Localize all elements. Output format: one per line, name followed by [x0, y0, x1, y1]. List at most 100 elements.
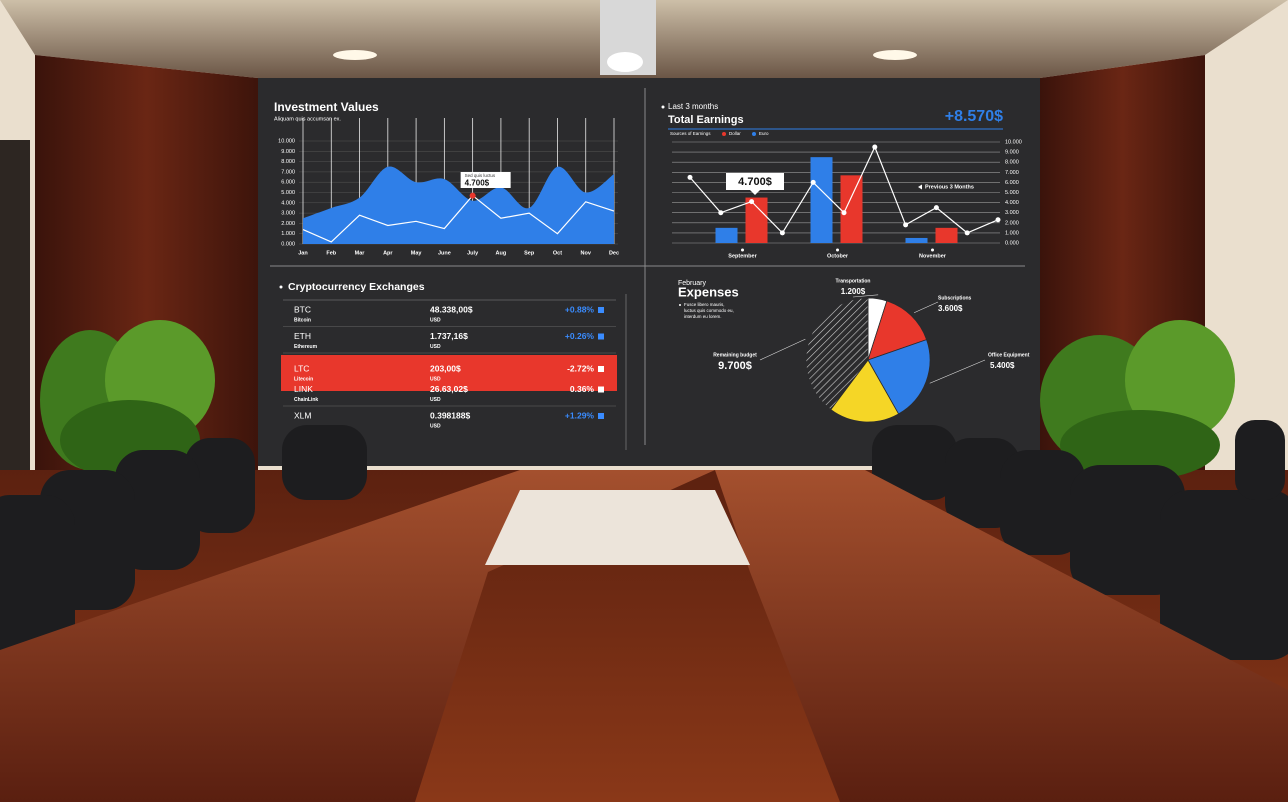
- chair: [1000, 450, 1085, 555]
- annotation: Sed quis luctus: [465, 173, 496, 178]
- y-tick-label: 4.000: [1005, 200, 1019, 206]
- leaves: [1125, 320, 1235, 440]
- y-tick-label: 9.000: [281, 149, 295, 155]
- ceiling-light: [333, 50, 377, 60]
- x-tick-dot: [931, 248, 934, 252]
- bar: [840, 175, 863, 243]
- line-point: [718, 210, 724, 216]
- x-tick-label: Oct: [553, 250, 562, 256]
- x-tick-label: June: [438, 250, 451, 256]
- bullet: [661, 105, 665, 109]
- dashboard: Investment Values Aliquam quis accumsan e…: [270, 88, 1030, 450]
- chair: [115, 450, 200, 570]
- chair: [872, 425, 957, 500]
- title: Investment Values: [274, 100, 379, 114]
- bullet: [679, 304, 681, 306]
- legend-swatch: [752, 132, 756, 136]
- change: -2.72%: [567, 363, 594, 373]
- leader-line: [852, 294, 879, 298]
- description: luctus quis commodo eu,: [684, 308, 734, 313]
- x-tick-label: Dec: [609, 250, 619, 256]
- legend-swatch: [722, 132, 726, 136]
- leader-line: [759, 338, 806, 361]
- price: 203,00$: [430, 363, 461, 373]
- title: Expenses: [678, 284, 739, 299]
- y-tick-label: 3.000: [1005, 210, 1019, 216]
- chair: [282, 425, 367, 500]
- slice-value: 5.400$: [990, 361, 1015, 370]
- y-tick-label: 9.000: [1005, 150, 1019, 156]
- x-tick-label: Sep: [524, 250, 535, 256]
- line: [302, 194, 615, 243]
- y-tick-label: 1.000: [1005, 230, 1019, 236]
- x-tick-label: Mar: [355, 250, 366, 256]
- row-highlight: [281, 355, 617, 391]
- title: Cryptocurrency Exchanges: [288, 281, 425, 293]
- symbol: BTC: [294, 304, 311, 314]
- table-right: [715, 470, 1288, 802]
- symbol: ETH: [294, 331, 311, 341]
- chair: [185, 438, 255, 533]
- x-tick-label: Jan: [298, 250, 308, 256]
- coin-name: Ethereum: [294, 344, 318, 350]
- bar: [745, 197, 768, 243]
- y-tick-label: 7.000: [281, 169, 295, 175]
- y-tick-label: 0.000: [1005, 240, 1019, 246]
- description: Fusce libero mauris,: [684, 302, 725, 307]
- bar: [715, 227, 738, 243]
- line-point: [964, 230, 970, 236]
- y-tick-label: 5.000: [281, 190, 295, 196]
- kicker: Last 3 months: [668, 102, 718, 111]
- currency: USD: [430, 344, 441, 350]
- x-tick-label: Nov: [581, 250, 592, 256]
- line-point: [903, 222, 909, 228]
- ceiling-light: [873, 50, 917, 60]
- currency: USD: [430, 423, 441, 429]
- pie-slice: [867, 300, 928, 361]
- title: Total Earnings: [668, 114, 744, 126]
- chairs: [0, 420, 1288, 660]
- line-point: [779, 230, 785, 236]
- plant-right: [1040, 320, 1235, 480]
- y-tick-label: 7.000: [1005, 170, 1019, 176]
- x-tick-label: July: [467, 250, 479, 256]
- line-point: [933, 205, 939, 211]
- bullet: [279, 285, 283, 289]
- slice-name: Transportation: [835, 278, 870, 284]
- legend-label: Dollar: [729, 131, 741, 136]
- slice-name: Remaining budget: [713, 352, 757, 358]
- slice-value: 3.600$: [938, 304, 963, 313]
- currency: USD: [430, 397, 441, 403]
- y-tick-label: 8.000: [281, 159, 295, 165]
- legend-title: Sources of Earnings: [670, 131, 711, 136]
- x-tick-label: Feb: [326, 250, 336, 256]
- y-tick-label: 10.000: [1005, 139, 1022, 145]
- price: 1.737,16$: [430, 331, 468, 341]
- leader-line: [929, 359, 986, 384]
- y-tick-label: 0.000: [281, 241, 295, 247]
- window-blinds: [0, 140, 30, 490]
- y-tick-label: 10.000: [278, 138, 295, 144]
- price: 0.398188$: [430, 410, 470, 420]
- line-point: [810, 179, 816, 185]
- symbol: LINK: [294, 384, 313, 394]
- annotation-value: 4.700$: [465, 179, 490, 188]
- annotation-box: [460, 172, 511, 188]
- x-tick-label: Aug: [496, 250, 507, 256]
- pie-slice: [867, 339, 931, 415]
- annotation-pointer: [750, 190, 760, 195]
- bar: [935, 227, 958, 243]
- slice-value: 1.200$: [841, 287, 866, 296]
- price: 26.63,02$: [430, 384, 468, 394]
- change-icon: [598, 366, 604, 372]
- symbol: XLM: [294, 410, 311, 420]
- change-icon: [598, 413, 604, 419]
- currency: USD: [430, 376, 441, 382]
- coin-name: ChainLink: [294, 397, 318, 403]
- y-tick-label: 3.000: [281, 211, 295, 217]
- subtitle: Aliquam quis accumsan ex.: [274, 116, 341, 122]
- y-tick-label: 2.000: [1005, 220, 1019, 226]
- note-arrow: [918, 184, 922, 190]
